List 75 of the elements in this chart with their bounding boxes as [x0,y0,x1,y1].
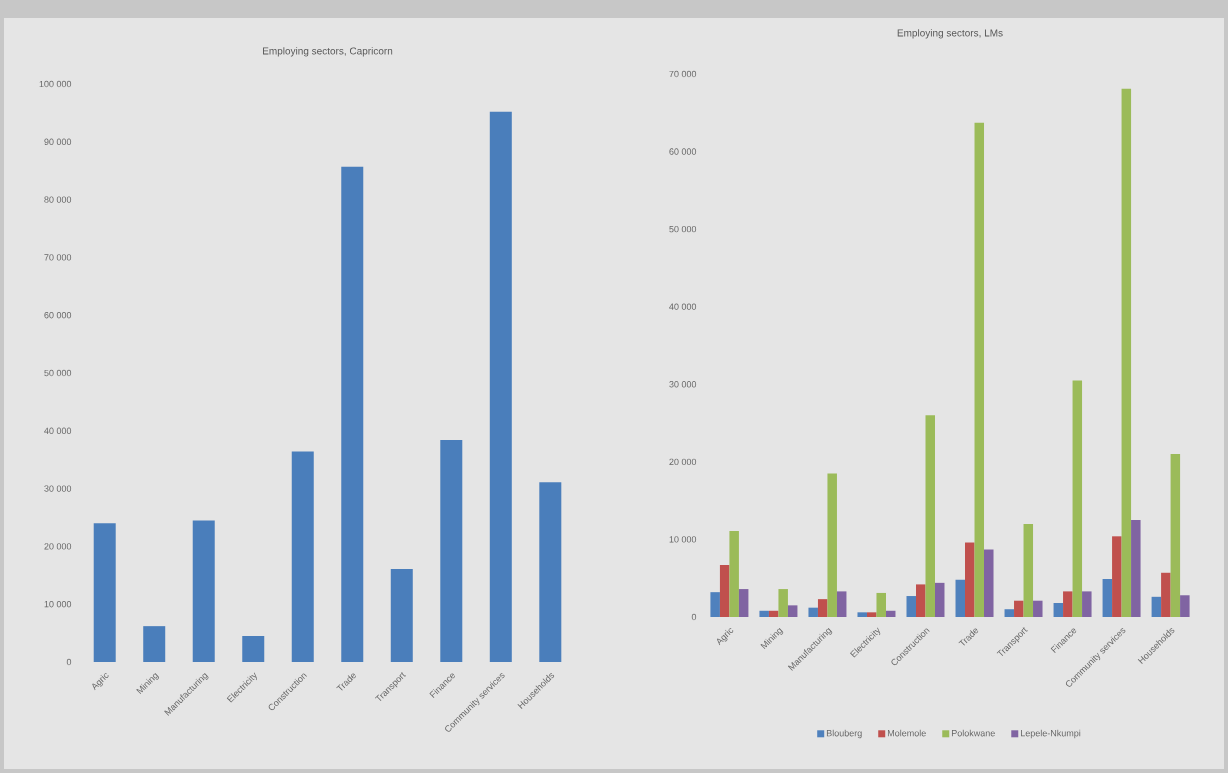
y-tick-label: 40 000 [669,303,697,310]
bar [143,626,166,662]
legend-label: Polokwane [951,729,995,737]
bar [974,122,985,617]
bar [440,440,463,662]
bar [539,482,562,662]
bar [341,166,364,662]
bar [1023,523,1034,617]
bar [1072,380,1083,617]
bar [710,592,720,617]
bar [827,473,837,617]
bar [1161,572,1171,617]
bar [916,584,926,617]
bar [925,415,935,617]
bar [1131,520,1141,617]
y-tick-label: 30 000 [669,381,697,388]
bar [759,610,769,617]
y-tick-label: 70 000 [44,254,72,261]
y-tick-label: 30 000 [44,485,72,492]
bar [1180,595,1190,617]
bar [778,589,788,617]
y-tick-label: 60 000 [44,312,72,319]
bar [1033,600,1043,617]
bar [857,612,867,617]
y-tick-label: 20 000 [44,543,72,550]
y-tick-label: 0 [691,613,697,621]
y-tick-label: 80 000 [44,196,72,203]
chart-title: Employing sectors, LMs [897,29,1003,39]
y-tick-label: 60 000 [669,148,697,155]
bar [489,111,512,662]
bar [876,592,886,617]
y-tick-label: 10 000 [669,536,697,543]
bar [866,612,877,617]
bar [1102,578,1113,617]
bar [817,599,828,617]
bar [955,579,966,617]
bar [885,610,896,617]
bar [1063,591,1073,617]
y-tick-label: 20 000 [669,458,697,466]
legend-label: Lepele-Nkumpi [1021,729,1081,739]
bar [1004,609,1015,617]
bar [242,635,265,662]
y-tick-label: 40 000 [44,427,72,434]
bar [935,582,945,617]
bar [808,607,818,617]
y-tick-label: 0 [66,658,72,666]
bar [906,596,916,617]
bar [291,451,314,662]
bar [984,549,994,617]
bar [390,568,413,662]
bar [1053,603,1064,617]
bar [729,530,739,617]
bar [965,542,975,617]
bar [768,610,779,617]
bar [738,589,749,617]
bar [1112,536,1122,617]
bar [787,605,798,617]
y-tick-label: 50 000 [669,225,697,233]
bar [192,520,215,662]
bar [1170,454,1181,617]
y-tick-label: 50 000 [44,369,72,377]
bar [1014,600,1024,617]
legend-label: Blouberg [826,729,862,739]
y-tick-label: 100 000 [39,80,72,88]
bar [93,523,116,662]
bar [1121,88,1132,617]
bar [836,591,847,617]
bar [1151,596,1162,617]
y-tick-label: 10 000 [44,601,72,608]
bar [719,565,730,617]
y-tick-label: 70 000 [669,70,697,78]
chart-title: Employing sectors, Capricorn [263,47,393,57]
legend-label: Molemole [887,729,926,737]
y-tick-label: 90 000 [44,138,72,145]
bar [1082,591,1092,617]
